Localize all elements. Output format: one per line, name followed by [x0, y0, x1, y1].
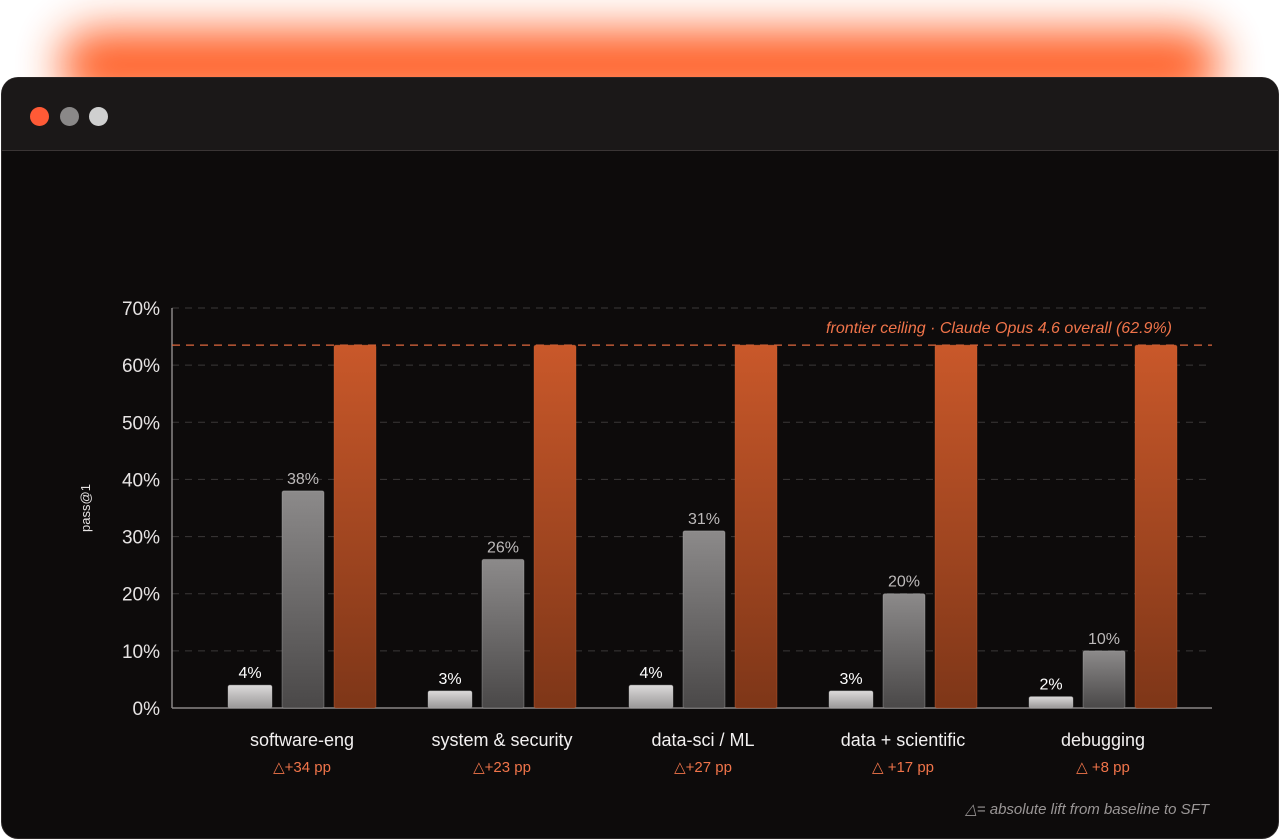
- y-tick-label: 30%: [122, 528, 160, 549]
- category-label: data-sci / ML: [651, 730, 754, 750]
- y-tick-label: 0%: [133, 699, 161, 720]
- zoom-window-button[interactable]: [89, 107, 108, 126]
- bar-value-label: 31%: [688, 511, 720, 528]
- bar-value-label: 38%: [287, 471, 319, 488]
- frontier-bar: [734, 344, 778, 709]
- app-window: 0% 10% 20% 30% 40% 50% 60% 70% pass@1 frontier ce…: [2, 78, 1278, 838]
- bar-value-label: 10%: [1088, 631, 1120, 648]
- y-tick-label: 60%: [122, 356, 160, 377]
- category-label: data + scientific: [841, 730, 966, 750]
- frontier-bar: [533, 344, 577, 709]
- delta-label: △ +8 pp: [1076, 759, 1130, 776]
- delta-label: △+27 pp: [674, 759, 732, 776]
- bar-value-label: 2%: [1039, 677, 1062, 694]
- minimize-window-button[interactable]: [60, 107, 79, 126]
- y-tick-label: 40%: [122, 470, 160, 491]
- chart-bars: [172, 344, 1212, 709]
- sft-bar: [281, 490, 325, 709]
- delta-label: △ +17 pp: [872, 759, 934, 776]
- bar-value-label: 4%: [238, 665, 261, 682]
- delta-note: △= absolute lift from baseline to SFT: [964, 801, 1211, 818]
- frontier-bar: [934, 344, 978, 709]
- y-tick-label: 10%: [122, 642, 160, 663]
- delta-label: △+34 pp: [273, 759, 331, 776]
- baseline-bar: [427, 690, 473, 709]
- bar-value-label: 3%: [438, 671, 461, 688]
- baseline-bar: [628, 684, 674, 709]
- frontier-bar: [1134, 344, 1178, 709]
- y-axis-label: pass@1: [78, 484, 93, 532]
- delta-label: △+23 pp: [473, 759, 531, 776]
- baseline-bar: [1028, 696, 1074, 709]
- bar-value-label: 4%: [639, 665, 662, 682]
- y-tick-label: 50%: [122, 413, 160, 434]
- frontier-bar: [333, 344, 377, 709]
- sft-bar: [481, 558, 525, 709]
- baseline-bar: [227, 684, 273, 709]
- category-label: system & security: [431, 730, 572, 750]
- y-tick-label: 20%: [122, 585, 160, 606]
- sft-bar: [1082, 650, 1126, 709]
- sft-bar: [882, 593, 926, 709]
- close-window-button[interactable]: [30, 107, 49, 126]
- reference-line-label: frontier ceiling · Claude Opus 4.6 overa…: [826, 320, 1172, 337]
- category-label: debugging: [1061, 730, 1145, 750]
- bar-chart: 0% 10% 20% 30% 40% 50% 60% 70% pass@1 frontier ce…: [78, 299, 1212, 818]
- bar-value-label: 20%: [888, 574, 920, 591]
- y-tick-label: 70%: [122, 299, 160, 320]
- bar-value-label: 3%: [839, 671, 862, 688]
- sft-bar: [682, 530, 726, 709]
- category-label: software-eng: [250, 730, 354, 750]
- bar-value-label: 26%: [487, 539, 519, 556]
- title-bar: [2, 78, 1278, 151]
- chart-labels: 0% 10% 20% 30% 40% 50% 60% 70% pass@1 frontier ce…: [78, 299, 1211, 818]
- baseline-bar: [828, 690, 874, 709]
